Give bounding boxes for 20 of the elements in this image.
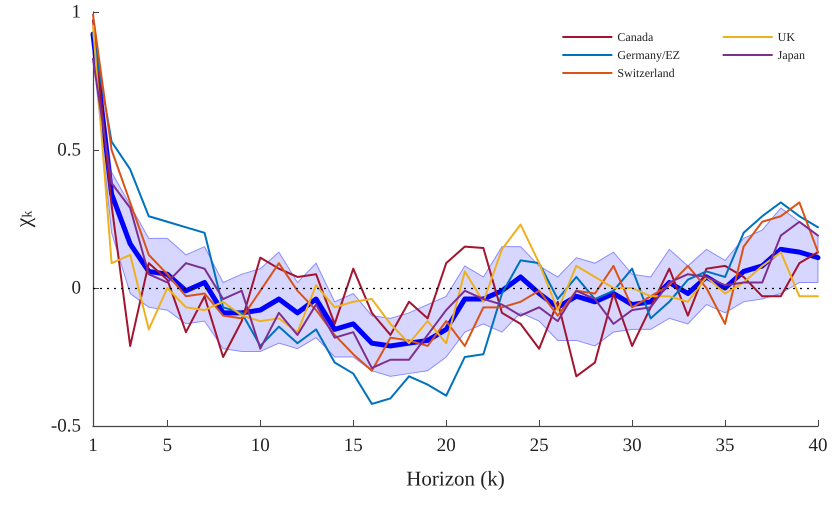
- x-axis-title: Horizon (k): [406, 466, 505, 490]
- y-tick-label: 0: [72, 278, 81, 298]
- legend-label: Japan: [778, 48, 806, 62]
- legend-label: UK: [778, 30, 796, 44]
- legend-label: Switzerland: [617, 66, 675, 80]
- x-tick-label: 35: [716, 435, 735, 456]
- x-tick-label: 25: [530, 435, 549, 456]
- legend-label: Germany/EZ: [617, 48, 680, 62]
- x-tick-label: 10: [250, 435, 270, 456]
- x-tick-label: 1: [88, 435, 98, 456]
- x-tick-label: 15: [344, 435, 363, 456]
- legend-label: Canada: [617, 30, 654, 44]
- y-tick-label: 1: [72, 2, 81, 22]
- x-tick-label: 5: [162, 435, 172, 456]
- y-tick-label: 0.5: [57, 140, 81, 160]
- x-tick-label: 40: [808, 435, 828, 456]
- y-tick-label: -0.5: [50, 416, 81, 436]
- x-tick-label: 30: [622, 435, 642, 456]
- y-axis-title: χk: [10, 210, 36, 228]
- x-tick-label: 20: [436, 435, 456, 456]
